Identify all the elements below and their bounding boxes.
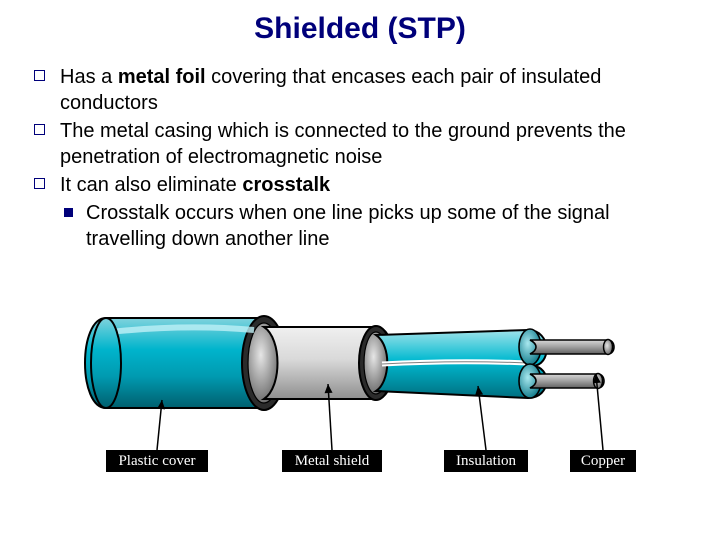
diagram-label-text: Metal shield	[295, 453, 370, 469]
bullet-list: Has a metal foil covering that encases e…	[34, 64, 686, 254]
top-bullets: Has a metal foil covering that encases e…	[34, 64, 686, 252]
bullet-3: It can also eliminate crosstalk Crosstal…	[34, 172, 686, 252]
cable-left-cap	[91, 318, 121, 408]
sub-bullet-1: Crosstalk occurs when one line picks up …	[60, 200, 686, 252]
slide: Shielded (STP) Has a metal foil covering…	[0, 0, 720, 540]
diagram-label-text: Copper	[581, 453, 625, 469]
bullet-1-pre: Has a	[60, 66, 118, 88]
insulation-shape	[376, 329, 547, 398]
slide-title: Shielded (STP)	[0, 12, 720, 46]
bullet-2-text: The metal casing which is connected to t…	[60, 120, 626, 168]
cable-diagram: Plastic cover Metal shield Insulation Coppe…	[76, 280, 644, 490]
sub-bullets: Crosstalk occurs when one line picks up …	[60, 200, 686, 252]
copper-shape	[530, 340, 614, 389]
sub-bullet-1-text: Crosstalk occurs when one line picks up …	[86, 202, 610, 250]
bullet-1: Has a metal foil covering that encases e…	[34, 64, 686, 116]
bullet-3-bold: crosstalk	[242, 174, 330, 196]
bullet-1-bold: metal foil	[118, 66, 206, 88]
cable-svg: Plastic cover Metal shield Insulation Coppe…	[76, 280, 644, 490]
bullet-3-pre: It can also eliminate	[60, 174, 242, 196]
diagram-label-text: Insulation	[456, 453, 516, 469]
bullet-2: The metal casing which is connected to t…	[34, 118, 686, 170]
diagram-label-text: Plastic cover	[118, 453, 195, 469]
